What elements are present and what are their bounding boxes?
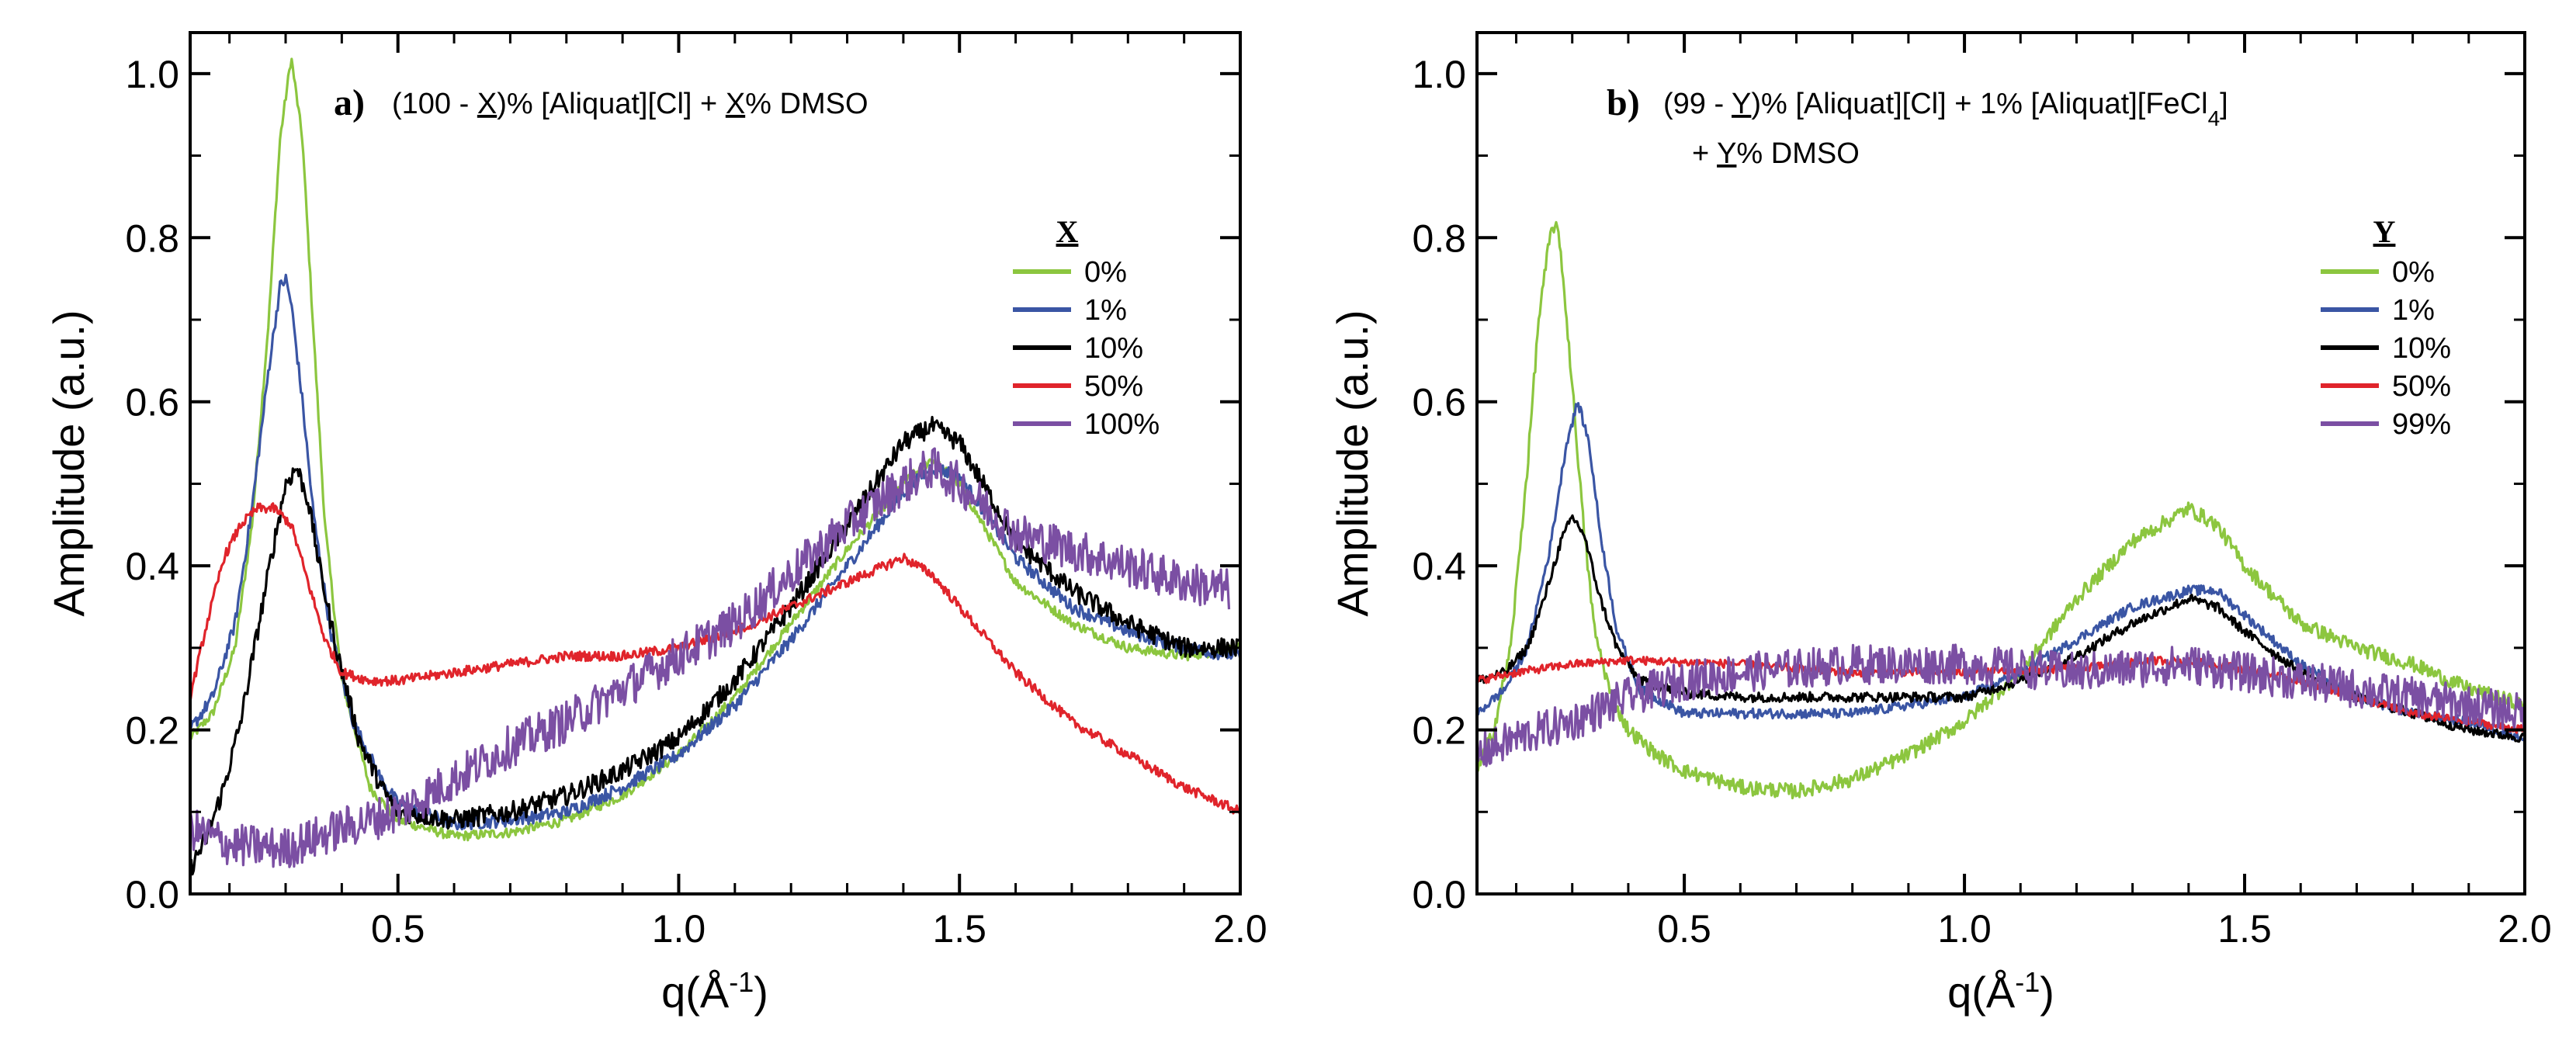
panel-a-y-tick-label: 0.4 <box>125 545 179 588</box>
panel-b-y-tick-label: 0.2 <box>1412 709 1466 753</box>
panel-b-legend-label: 0% <box>2392 256 2435 289</box>
panel-b-letter: b) <box>1607 82 1640 123</box>
panel-a-y-tick-label: 1.0 <box>125 53 179 96</box>
panel-a-series-line-100pct <box>190 447 1231 868</box>
panel-b-legend-title: Y <box>2373 214 2396 249</box>
panel-b-legend: Y 0% 1% 10% 50% 99% <box>2321 214 2451 441</box>
panel-b-ticks: 0.5 1.0 1.5 2.0 0.0 0.2 0.4 0.6 0.8 1.0 <box>1412 33 2552 951</box>
panel-a-series-line-10pct <box>190 415 1240 876</box>
panel-a: 0.5 1.0 1.5 2.0 0.0 0.2 0.4 0.6 0.8 1.0 a) (100 -… <box>44 31 1267 1017</box>
panel-a-legend: X0% 1% 10% 50% 100% <box>1013 214 1160 441</box>
panel-a-plot-frame <box>189 31 1242 895</box>
panel-a-y-axis-title: Amplitude (a.u.) <box>44 310 93 616</box>
panel-a-letter: a) <box>334 82 365 123</box>
panel-b-y-tick-label: 0.8 <box>1412 217 1466 260</box>
panel-b-legend-label: 99% <box>2392 408 2451 441</box>
panel-a-x-tick-label: 2.0 <box>1213 907 1267 951</box>
panel-a-y-tick-label: 0.0 <box>125 873 179 916</box>
panel-b-y-axis-title: Amplitude (a.u.) <box>1328 310 1377 616</box>
panel-b-series <box>1477 220 2525 800</box>
panel-b-y-tick-label: 1.0 <box>1412 53 1466 96</box>
panel-b-legend-label: 10% <box>2392 332 2451 365</box>
panel-b-legend-label: 50% <box>2392 370 2451 403</box>
panel-a-x-axis-title: q(Å-1) <box>661 966 768 1017</box>
panel-b-title: (99 - Y)% [Aliquat][Cl] + 1% [Aliquat][F… <box>1663 88 2228 130</box>
panel-a-legend-label: 10% <box>1084 332 1143 365</box>
panel-b-x-tick-label: 2.0 <box>2498 907 2552 951</box>
panel-a-legend-label: 1% <box>1084 294 1127 327</box>
panel-a-y-tick-label: 0.2 <box>125 709 179 753</box>
panel-a-ticks: 0.5 1.0 1.5 2.0 0.0 0.2 0.4 0.6 0.8 1.0 <box>125 33 1267 951</box>
panel-b-y-tick-label: 0.0 <box>1412 873 1466 916</box>
panel-b-legend-label: 1% <box>2392 294 2435 327</box>
panel-b-title-line2: + Y% DMSO <box>1692 137 1860 170</box>
panel-a-x-tick-label: 1.5 <box>932 907 986 951</box>
panel-a-legend-label: 50% <box>1084 370 1143 403</box>
panel-a-legend-title: X <box>1056 214 1079 249</box>
panel-b: 0.5 1.0 1.5 2.0 0.0 0.2 0.4 0.6 0.8 1.0 b) (99 - … <box>1328 31 2552 1017</box>
panel-a-title: (100 - X)% [Aliquat][Cl] + X% DMSO <box>392 88 868 120</box>
panel-b-x-tick-label: 1.0 <box>1937 907 1992 951</box>
panel-a-legend-label: 100% <box>1084 408 1160 441</box>
panel-b-y-tick-label: 0.4 <box>1412 545 1466 588</box>
panel-a-series <box>190 57 1240 876</box>
panel-a-series-line-1pct <box>190 273 1240 831</box>
panel-a-y-tick-label: 0.6 <box>125 381 179 424</box>
panel-b-series-line-99pct <box>1477 643 2525 767</box>
panel-b-x-tick-label: 1.5 <box>2217 907 2272 951</box>
panel-b-plot-frame <box>1475 31 2526 895</box>
panel-a-legend-label: 0% <box>1084 256 1127 289</box>
panel-a-y-tick-label: 0.8 <box>125 217 179 260</box>
panel-b-y-tick-label: 0.6 <box>1412 381 1466 424</box>
panel-a-x-tick-label: 0.5 <box>371 907 425 951</box>
panel-b-x-tick-label: 0.5 <box>1657 907 1711 951</box>
panel-a-x-tick-label: 1.0 <box>652 907 706 951</box>
panel-b-x-axis-title: q(Å-1) <box>1947 966 2054 1017</box>
panel-b-series-line-0pct <box>1477 220 2525 800</box>
